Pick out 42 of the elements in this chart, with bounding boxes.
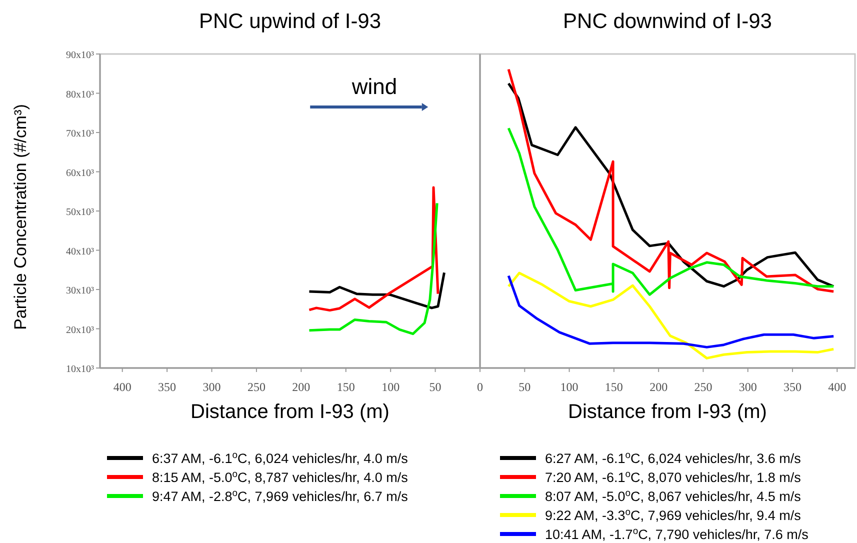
x-tick-label: 150 xyxy=(604,380,623,394)
y-tick-label: 50x10³ xyxy=(66,207,94,218)
x-tick-label: 50 xyxy=(518,380,531,394)
y-tick-label: 80x10³ xyxy=(66,89,94,100)
y-tick-label: 30x10³ xyxy=(66,286,94,296)
x-tick-label: 100 xyxy=(560,380,578,394)
legend-label: 8:15 AM, -5.0$^{o}$C, 8,787 vehicles/hr, 4.0 m/s xyxy=(152,468,408,485)
legend-label: 9:22 AM, -3.3$^{o}$C, 7,969 vehicles/hr, 9.4 m/s xyxy=(545,506,802,523)
x-tick-label: 50 xyxy=(429,380,442,394)
y-tick-label: 10x10³ xyxy=(66,364,94,375)
chart-title: PNC downwind of I-93 xyxy=(563,10,772,33)
x-tick-label: 400 xyxy=(828,380,846,394)
legend-label: 7:20 AM, -6.1$^{o}$C, 8,070 vehicles/hr, 1.8 m/s xyxy=(545,468,802,485)
x-tick-label: 150 xyxy=(336,380,355,394)
legend-label: 6:27 AM, -6.1$^{o}$C, 6,024 vehicles/hr, 3.6 m/s xyxy=(545,450,802,466)
line-series xyxy=(308,271,446,310)
x-tick-label: 350 xyxy=(158,380,176,394)
x-tick-label: 300 xyxy=(202,380,221,394)
legend-label: 9:47 AM, -2.8$^{o}$C, 7,969 vehicles/hr, 6.7 m/s xyxy=(152,488,408,504)
x-axis-title: Distance from I-93 (m) xyxy=(190,401,390,423)
legend-label: 8:07 AM, -5.0$^{o}$C, 8,067 vehicles/hr, 4.5 m/s xyxy=(545,488,802,504)
x-tick-label: 400 xyxy=(113,380,132,394)
x-tick-label: 200 xyxy=(292,380,310,394)
x-tick-label: 350 xyxy=(784,380,802,394)
y-tick-label: 60x10³ xyxy=(66,168,94,179)
chart-title: PNC upwind of I-93 xyxy=(198,10,382,33)
x-tick-label: 250 xyxy=(694,380,712,394)
x-tick-label: 250 xyxy=(247,380,266,394)
legend-label: 6:37 AM, -6.1$^{o}$C, 6,024 vehicles/hr, 4.0 m/s xyxy=(152,450,408,466)
y-tick-label: 90x10³ xyxy=(66,50,94,61)
x-axis-title: Distance from I-93 (m) xyxy=(568,401,767,423)
x-tick-label: 100 xyxy=(382,380,400,394)
annotation: wind xyxy=(350,74,398,99)
line-series xyxy=(308,202,438,336)
y-tick-label: 20x10³ xyxy=(66,324,94,336)
x-tick-label: 300 xyxy=(738,380,757,394)
y-tick-label: 40x10³ xyxy=(66,246,94,258)
x-tick-label: 0 xyxy=(477,380,483,394)
x-tick-label: 200 xyxy=(650,380,668,394)
legend-label: 10:41 AM, -1.7$^{o}$C, 7,790 vehicles/hr, 7.6 m/s xyxy=(545,526,809,542)
y-tick-label: 70x10³ xyxy=(66,128,94,140)
y-axis-title: Particle Concentration (#/cm³) xyxy=(11,104,30,330)
